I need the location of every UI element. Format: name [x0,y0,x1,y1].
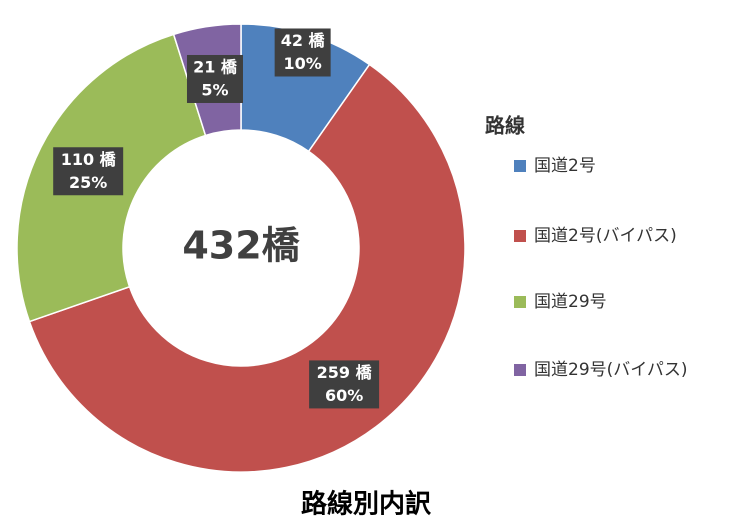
value-label: 110 橋 [61,150,117,169]
legend-label: 国道29号(バイパス) [534,360,688,380]
legend-label: 国道2号(バイパス) [534,226,677,246]
value-label: 259 橋 [317,363,373,382]
percent-label: 60% [325,386,363,405]
legend-title: 路線 [485,114,525,138]
percent-label: 25% [69,173,107,192]
legend-label: 国道2号 [534,156,596,176]
chart-title: 路線別内訳 [301,489,432,520]
center-label: 432橋 [182,224,299,268]
legend-label: 国道29号 [534,292,607,312]
legend-swatch [514,160,526,172]
label-box [186,54,243,103]
percent-label: 5% [201,80,228,99]
value-label: 21 橋 [193,57,238,76]
label-box [274,28,331,77]
legend-swatch [514,296,526,308]
legend-swatch [514,230,526,242]
label-box [309,360,380,409]
value-label: 42 橋 [281,31,326,50]
legend-swatch [514,364,526,376]
label-box [53,147,124,196]
percent-label: 10% [283,54,321,73]
